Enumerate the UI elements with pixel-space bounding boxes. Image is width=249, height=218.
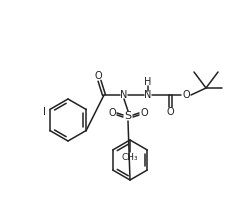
Text: O: O [108, 108, 116, 118]
Text: O: O [166, 107, 174, 117]
Text: O: O [140, 108, 148, 118]
Text: N: N [120, 90, 128, 100]
Text: N: N [144, 90, 152, 100]
Text: O: O [182, 90, 190, 100]
Text: S: S [124, 111, 131, 121]
Text: CH₃: CH₃ [122, 153, 138, 162]
Text: H: H [144, 77, 152, 87]
Text: O: O [94, 71, 102, 81]
Text: I: I [43, 107, 46, 116]
